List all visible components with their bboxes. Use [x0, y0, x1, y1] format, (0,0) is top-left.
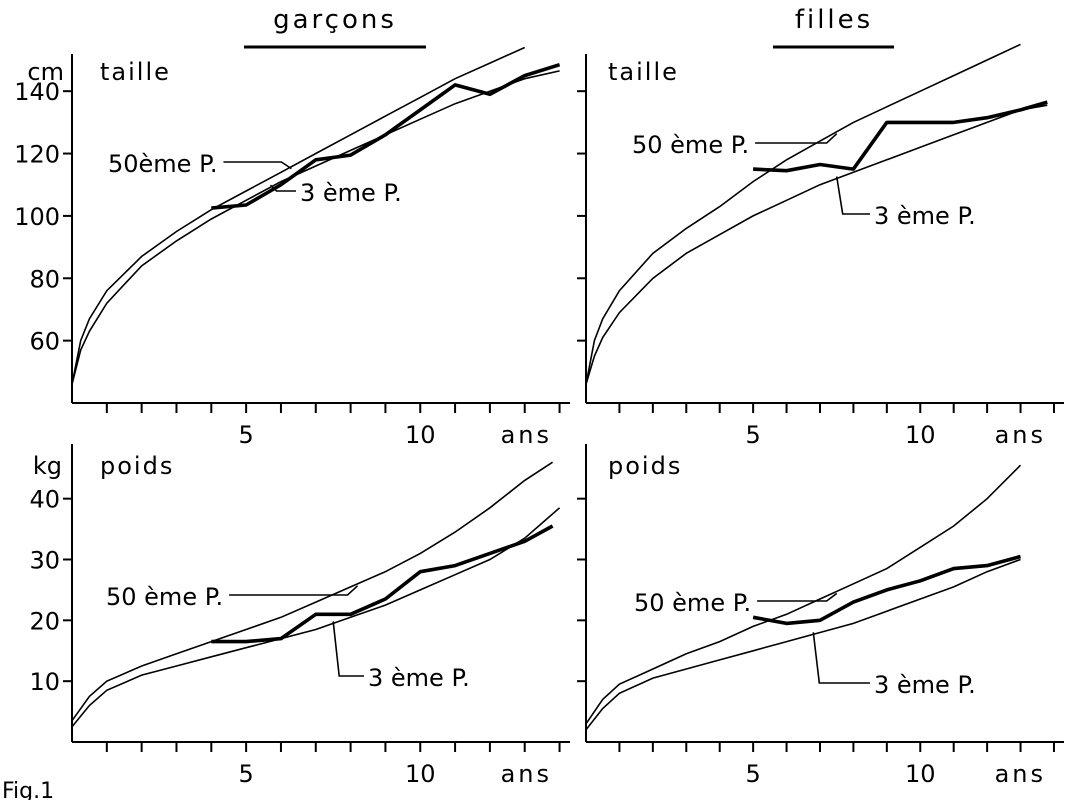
annotation-p3: 3 ème P. — [874, 671, 976, 699]
x-axis-label: ans — [995, 421, 1046, 449]
child-growth-line — [211, 62, 561, 210]
y-unit-label: cm — [27, 58, 64, 86]
percentile-3-line — [71, 507, 561, 728]
annotation-p50: 50 ème P. — [632, 131, 749, 159]
y-tick-label: 30 — [29, 547, 60, 575]
y-tick-label: 80 — [29, 265, 60, 293]
annotation-leader — [757, 592, 838, 602]
percentile-3-line — [71, 70, 560, 385]
annotation-leader — [269, 184, 296, 192]
annotation-p50: 50 ème P. — [634, 589, 751, 617]
y-tick-label: 40 — [29, 486, 60, 514]
x-axis-label: ans — [995, 760, 1046, 788]
panel-girls-weight: poids 5 10 ans 50 ème P. 3 ème P. — [577, 444, 1064, 788]
y-tick-label: 60 — [29, 328, 60, 356]
percentile-3-line — [585, 104, 1048, 385]
percentile-50-line — [585, 464, 1022, 725]
panel-label: poids — [100, 452, 174, 480]
annotation-leader — [223, 161, 292, 170]
panel-girls-height: taille 5 10 ans 50 ème P. 3 ème P. — [577, 43, 1064, 449]
annotation-leader — [835, 176, 870, 215]
x-tick-label: 10 — [905, 760, 936, 788]
x-tick-label: 10 — [905, 421, 936, 449]
header-girls: filles — [795, 5, 873, 35]
panel-boys-weight: poids kg 5 10 ans 10 20 30 40 50 ème P. 3 ème P. — [29, 444, 570, 788]
percentile-3-line — [585, 558, 1021, 731]
annotation-p50: 50 ème P. — [106, 583, 223, 611]
y-unit-label: kg — [33, 452, 62, 480]
percentile-50-line — [71, 46, 526, 385]
annotation-p3: 3 ème P. — [300, 179, 402, 207]
panel-label: taille — [100, 58, 171, 86]
y-tick-label: 120 — [14, 141, 60, 169]
child-growth-line — [211, 524, 554, 644]
y-tick-label: 100 — [14, 203, 60, 231]
annotation-p3: 3 ème P. — [368, 664, 470, 692]
figure-caption: Fig.1 — [2, 779, 54, 800]
x-tick-label: 5 — [745, 760, 760, 788]
y-tick-label: 10 — [29, 668, 60, 696]
x-tick-label: 5 — [745, 421, 760, 449]
panel-boys-height: taille cm 5 10 ans 60 80 100 120 140 50ème P. 3 ème… — [14, 46, 570, 449]
annotation-p3: 3 ème P. — [874, 202, 976, 230]
panel-label: poids — [608, 452, 682, 480]
header-boys: garçons — [273, 5, 397, 35]
child-growth-line — [753, 100, 1048, 173]
x-axis-label: ans — [501, 760, 552, 788]
annotation-leader — [755, 133, 838, 144]
y-tick-label: 140 — [14, 78, 60, 106]
x-tick-label: 5 — [238, 760, 253, 788]
annotation-p50: 50ème P. — [108, 150, 217, 178]
annotation-leader — [812, 632, 870, 684]
annotation-leader — [332, 621, 364, 677]
x-axis-label: ans — [501, 421, 552, 449]
panel-label: taille — [608, 58, 679, 86]
x-tick-label: 10 — [405, 760, 436, 788]
x-tick-label: 5 — [238, 421, 253, 449]
child-growth-line — [752, 554, 1021, 626]
percentile-50-line — [71, 461, 554, 722]
x-tick-label: 10 — [405, 421, 436, 449]
annotation-leader — [229, 585, 359, 596]
y-tick-label: 20 — [29, 607, 60, 635]
